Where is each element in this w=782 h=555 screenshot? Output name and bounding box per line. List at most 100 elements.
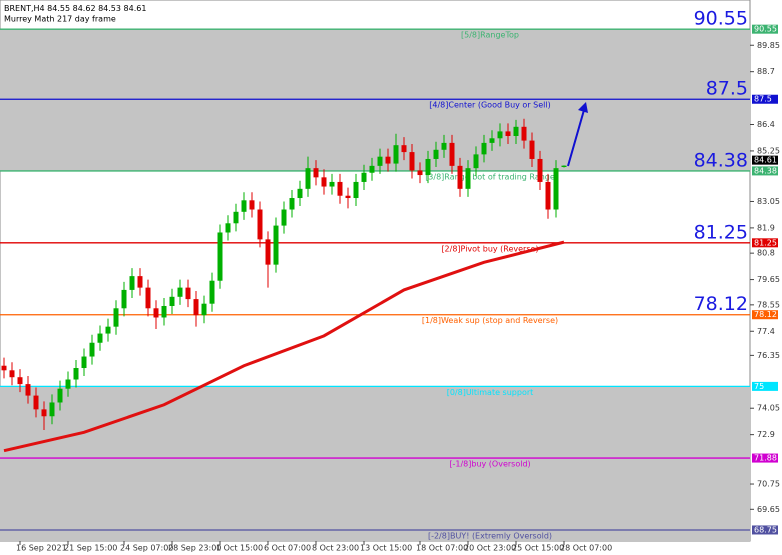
level-price: 90.55	[754, 25, 777, 34]
candle-body	[481, 142, 487, 155]
candle-body	[17, 377, 23, 385]
candle-body	[297, 188, 303, 199]
candle-body	[361, 172, 367, 182]
x-tick-label: 21 Sep 15:00	[64, 544, 117, 553]
candle-body	[73, 368, 79, 380]
ohlc-low: 84.53	[98, 4, 121, 13]
candle-body	[201, 303, 207, 316]
candle-body	[409, 152, 415, 171]
y-tick-label: 76.35	[757, 351, 780, 360]
candle-body	[489, 138, 495, 143]
candle-body	[153, 308, 159, 318]
y-tick-label: 70.75	[757, 480, 780, 489]
y-tick-label: 85.25	[757, 146, 780, 155]
level-big-label: 78.12	[694, 293, 748, 315]
candle-body	[337, 181, 343, 196]
candle-body	[449, 142, 455, 166]
candle-body	[241, 200, 247, 212]
y-tick-label: 80.8	[757, 249, 775, 258]
candle-body	[385, 156, 391, 164]
level-price: 84.38	[754, 166, 777, 175]
candle-body	[113, 308, 119, 327]
candle-body	[145, 287, 151, 309]
symbol-text: BRENT,H4	[4, 4, 45, 13]
candle-body	[97, 333, 103, 343]
candle-body	[57, 388, 63, 403]
level-label: [1/8]Weak sup (stop and Reverse)	[422, 316, 558, 325]
candle-body	[257, 209, 263, 240]
level-price: 87.5	[754, 95, 772, 104]
level-price: 81.25	[754, 238, 777, 247]
candle-body	[105, 326, 111, 334]
x-tick-label: 24 Sep 07:00	[120, 544, 173, 553]
level-price-box	[752, 166, 778, 176]
y-tick-label: 81.9	[757, 223, 775, 232]
level-price-box	[752, 310, 778, 320]
current-price-box	[752, 155, 778, 165]
y-tick-label: 88.7	[757, 67, 775, 76]
level-label: [-2/8]BUY! (Extremly Oversold)	[428, 531, 552, 540]
candle-body	[377, 156, 383, 166]
candle-body	[529, 140, 535, 159]
candle-body	[289, 198, 295, 210]
candle-body	[41, 409, 47, 417]
y-tick-label: 83.05	[757, 197, 780, 206]
level-price-box	[752, 94, 778, 104]
candle-body	[33, 395, 39, 410]
x-tick-label: 6 Oct 07:00	[264, 544, 311, 553]
candle-body	[1, 365, 7, 371]
candle-body	[185, 287, 191, 300]
candle-body	[521, 126, 527, 141]
x-tick-label: 8 Oct 23:00	[312, 544, 359, 553]
candle-body	[305, 168, 311, 189]
candle-body	[513, 126, 519, 136]
level-price-box	[752, 238, 778, 248]
candle-body	[65, 379, 71, 389]
candle-body	[217, 232, 223, 281]
y-tick-label: 74.05	[757, 404, 780, 413]
y-tick-label: 72.9	[757, 430, 775, 439]
candle-body	[49, 402, 55, 417]
candle-body	[545, 181, 551, 210]
candle-body	[321, 177, 327, 187]
level-price-box	[752, 24, 778, 34]
candle-body	[497, 131, 503, 139]
candle-body	[401, 145, 407, 153]
candle-body	[265, 239, 271, 265]
x-tick-label: 18 Oct 07:00	[416, 544, 468, 553]
level-price: 75	[754, 382, 764, 391]
candle-body	[457, 165, 463, 189]
candle-body	[329, 181, 335, 187]
candle-body	[441, 142, 447, 150]
level-price-box	[752, 525, 778, 535]
candle-body	[281, 209, 287, 226]
candle-body	[505, 131, 511, 136]
candle-body	[129, 276, 135, 290]
candle-body	[81, 356, 87, 369]
x-tick-label: 13 Oct 15:00	[360, 544, 412, 553]
candle-body	[433, 149, 439, 159]
candle-body	[425, 158, 431, 176]
x-tick-label: 1 Oct 15:00	[216, 544, 263, 553]
candle-body	[417, 170, 423, 176]
arrow	[567, 109, 585, 167]
candle-body	[345, 195, 351, 199]
y-tick-label: 86.4	[757, 120, 775, 129]
ohlc-open: 84.55	[47, 4, 70, 13]
level-price: 78.12	[754, 310, 777, 319]
candle-body	[465, 168, 471, 189]
level-label: [2/8]Pivot buy (Reverse)	[441, 244, 538, 253]
candle-body	[561, 165, 567, 168]
candle-body	[369, 165, 375, 173]
candle-body	[169, 296, 175, 306]
level-big-label: 87.5	[706, 78, 748, 100]
candle-body	[473, 154, 479, 169]
current-price: 84.61	[754, 156, 777, 165]
x-tick-label: 20 Oct 23:00	[464, 544, 516, 553]
candle-body	[225, 223, 231, 233]
level-label: [-1/8]buy (Oversold)	[449, 460, 530, 469]
shaded-range	[0, 29, 750, 171]
x-tick-label: 28 Oct 07:00	[560, 544, 612, 553]
level-label: [0/8]Ultimate support	[447, 388, 534, 397]
